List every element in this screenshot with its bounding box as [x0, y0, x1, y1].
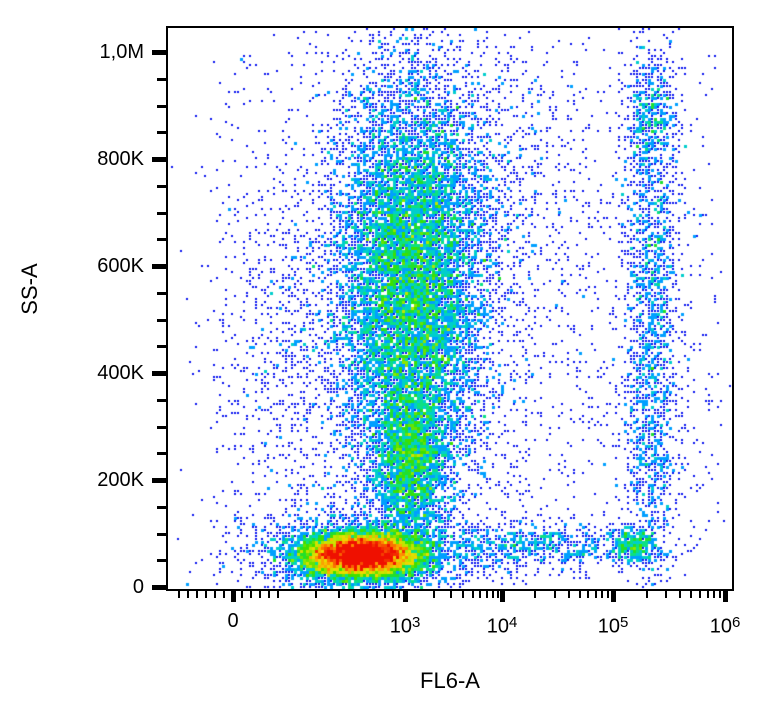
- x-major-tick: [723, 591, 728, 602]
- y-minor-tick: [157, 345, 166, 349]
- x-minor-tick: [433, 591, 436, 598]
- x-minor-tick: [485, 591, 488, 598]
- y-tick-label: 800K: [97, 148, 144, 170]
- y-minor-tick: [157, 452, 166, 456]
- x-minor-tick: [587, 591, 590, 598]
- x-minor-tick: [706, 591, 709, 598]
- x-minor-tick: [699, 591, 702, 598]
- y-major-tick: [152, 371, 166, 376]
- y-minor-tick: [157, 532, 166, 536]
- y-major-tick: [152, 50, 166, 55]
- x-minor-tick: [679, 591, 682, 598]
- x-tick-label: 104: [486, 614, 518, 638]
- x-minor-tick: [268, 591, 270, 598]
- x-minor-tick: [384, 591, 387, 598]
- y-major-tick: [152, 157, 166, 162]
- y-tick-label: 200K: [97, 469, 144, 491]
- y-minor-tick: [157, 318, 166, 322]
- x-minor-tick: [462, 591, 465, 598]
- y-minor-tick: [157, 505, 166, 509]
- x-tick-label: 105: [597, 614, 629, 638]
- y-major-tick: [152, 585, 166, 590]
- x-minor-tick: [205, 591, 207, 598]
- x-minor-tick: [241, 591, 243, 598]
- x-tick-label: 0: [227, 610, 239, 632]
- x-minor-tick: [594, 591, 597, 598]
- x-major-tick: [500, 591, 505, 602]
- x-tick-label: 103: [389, 614, 421, 638]
- y-minor-tick: [157, 559, 166, 563]
- y-tick-label: 0: [132, 576, 144, 598]
- x-tick-label: 106: [709, 614, 741, 638]
- x-minor-tick: [496, 591, 499, 598]
- x-minor-tick: [713, 591, 716, 598]
- x-minor-tick: [214, 591, 216, 598]
- x-minor-tick: [645, 591, 648, 598]
- x-minor-tick: [606, 591, 609, 598]
- y-tick-label: 600K: [97, 255, 144, 277]
- x-minor-tick: [601, 591, 604, 598]
- x-minor-tick: [471, 591, 474, 598]
- x-axis-tick-labels: 0 103 104 105 106: [168, 608, 740, 642]
- y-minor-tick: [157, 184, 166, 188]
- x-minor-tick: [259, 591, 261, 598]
- y-tick-label: 400K: [97, 362, 144, 384]
- x-major-tick: [611, 591, 616, 602]
- x-minor-tick: [315, 591, 318, 598]
- y-minor-tick: [157, 211, 166, 215]
- x-major-tick: [231, 591, 236, 602]
- x-axis-title: FL6-A: [420, 668, 480, 693]
- y-minor-tick: [157, 131, 166, 135]
- y-minor-tick: [157, 238, 166, 242]
- x-minor-tick: [187, 591, 189, 598]
- x-minor-tick: [365, 591, 368, 598]
- x-minor-tick: [718, 591, 721, 598]
- x-minor-tick: [277, 591, 279, 598]
- y-axis-title: SS-A: [17, 263, 42, 315]
- x-minor-tick: [223, 591, 225, 598]
- x-minor-tick: [337, 591, 340, 598]
- x-minor-tick: [353, 591, 356, 598]
- x-minor-tick: [196, 591, 198, 598]
- x-minor-tick: [553, 591, 556, 598]
- x-minor-tick: [398, 591, 401, 598]
- x-minor-tick: [479, 591, 482, 598]
- y-minor-tick: [157, 104, 166, 108]
- x-minor-tick: [690, 591, 693, 598]
- y-tick-label: 1,0M: [99, 41, 144, 63]
- x-minor-tick: [491, 591, 494, 598]
- y-minor-tick: [157, 77, 166, 81]
- y-minor-tick: [157, 425, 166, 429]
- y-major-tick: [152, 264, 166, 269]
- y-axis-ticks: [152, 28, 166, 590]
- x-minor-tick: [567, 591, 570, 598]
- x-minor-tick: [178, 591, 180, 598]
- x-minor-tick: [375, 591, 378, 598]
- x-minor-tick: [578, 591, 581, 598]
- y-minor-tick: [157, 291, 166, 295]
- y-major-tick: [152, 478, 166, 483]
- x-minor-tick: [534, 591, 537, 598]
- plot-frame: [166, 26, 734, 591]
- x-minor-tick: [391, 591, 394, 598]
- x-major-tick: [403, 591, 408, 602]
- x-minor-tick: [250, 591, 252, 598]
- x-minor-tick: [450, 591, 453, 598]
- y-minor-tick: [157, 398, 166, 402]
- y-axis-tick-labels: 0 200K 400K 600K 800K 1,0M: [58, 28, 144, 598]
- x-minor-tick: [665, 591, 668, 598]
- x-axis-ticks: [168, 591, 732, 604]
- density-scatter-canvas: [168, 28, 732, 589]
